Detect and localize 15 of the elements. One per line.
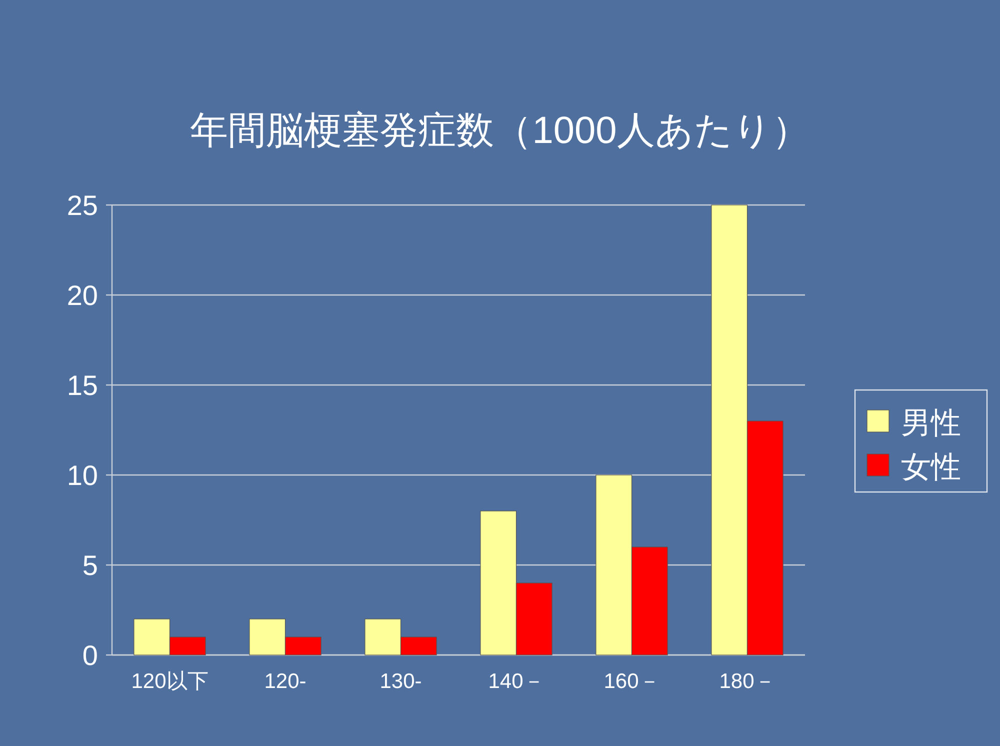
x-tick-label: 140－: [488, 670, 544, 693]
y-tick-label: 25: [66, 190, 98, 221]
y-tick-label: 15: [66, 370, 98, 401]
y-tick-label: 10: [66, 460, 98, 491]
x-tick-label: 120以下: [131, 670, 208, 693]
legend-label: 男性: [901, 407, 961, 440]
y-tick-label: 0: [82, 640, 98, 671]
x-tick-label: 120-: [264, 670, 306, 693]
x-tick-label: 180－: [719, 670, 776, 693]
title: 年間脳梗塞発症数（1000人あたり）: [190, 110, 810, 152]
y-tick-label: 5: [82, 550, 98, 581]
legend-label: 女性: [901, 451, 961, 484]
x-tick-label: 130-: [380, 670, 422, 693]
x-tick-label: 160－: [604, 670, 660, 693]
y-tick-label: 20: [66, 280, 98, 311]
